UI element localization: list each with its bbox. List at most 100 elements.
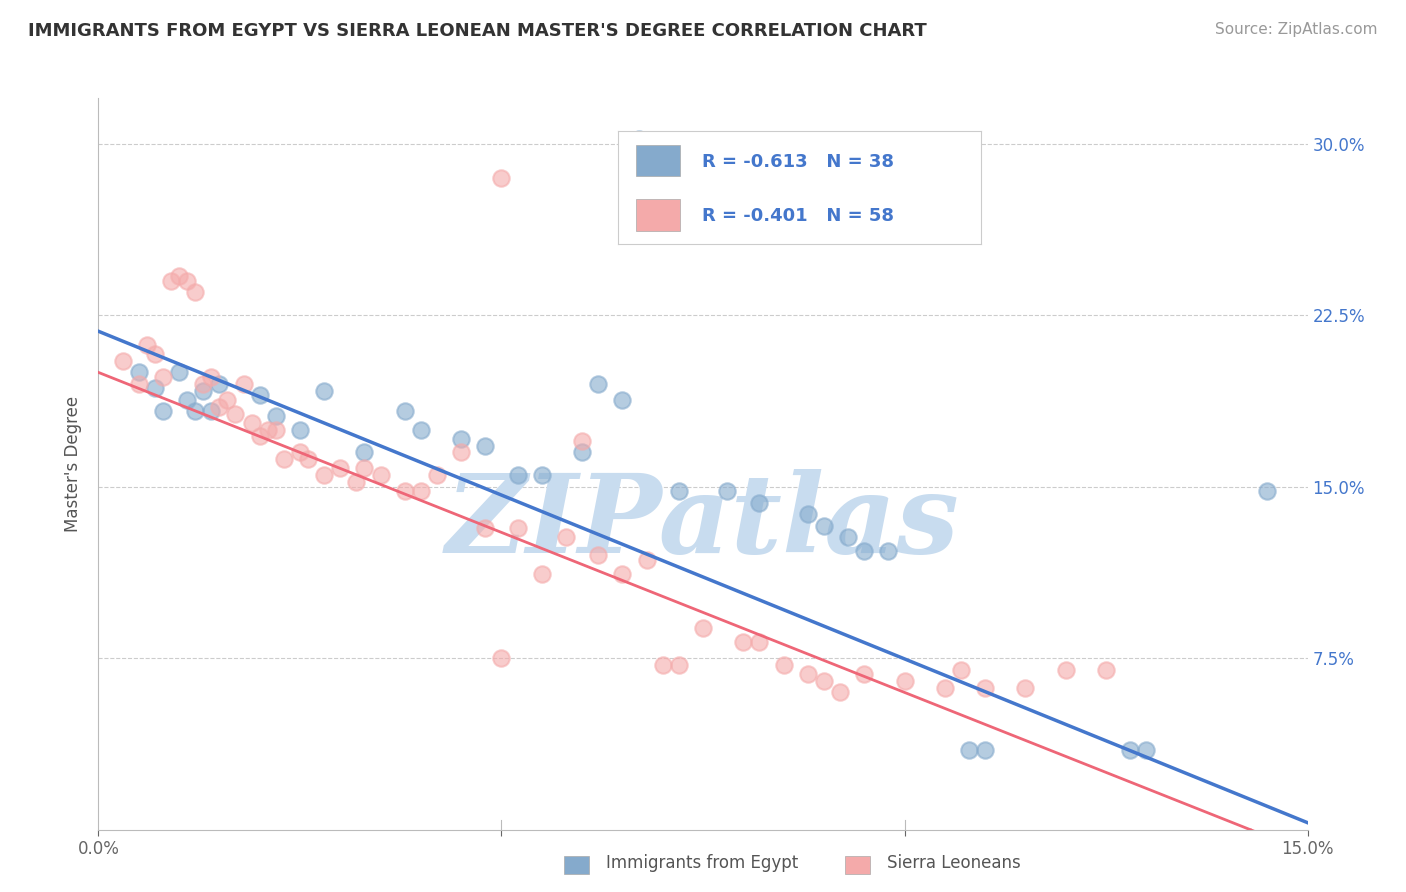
Point xyxy=(256,423,278,437)
Point xyxy=(506,521,529,535)
Point xyxy=(748,496,770,510)
Point xyxy=(193,376,215,391)
Point xyxy=(249,429,271,443)
Point xyxy=(297,452,319,467)
Point xyxy=(893,673,915,688)
Point xyxy=(273,452,295,467)
Point xyxy=(176,274,198,288)
Point xyxy=(128,366,150,380)
Point xyxy=(344,475,367,490)
Text: R = -0.401   N = 58: R = -0.401 N = 58 xyxy=(702,207,894,225)
Point xyxy=(409,484,432,499)
Point xyxy=(353,445,375,459)
Point xyxy=(627,132,650,146)
Point xyxy=(716,484,738,499)
Point xyxy=(586,548,609,563)
Point xyxy=(506,468,529,483)
Point xyxy=(772,658,794,673)
Point xyxy=(813,673,835,688)
Point xyxy=(853,667,876,681)
Point xyxy=(1256,484,1278,499)
Point xyxy=(450,432,472,446)
Point xyxy=(264,409,287,423)
Bar xyxy=(637,199,681,231)
Text: Source: ZipAtlas.com: Source: ZipAtlas.com xyxy=(1215,22,1378,37)
Point xyxy=(974,742,997,756)
Point xyxy=(491,171,513,186)
Point xyxy=(160,274,183,288)
Point xyxy=(394,404,416,418)
Point xyxy=(748,635,770,649)
Text: ZIPatlas: ZIPatlas xyxy=(446,468,960,576)
Point xyxy=(571,445,593,459)
Point xyxy=(128,376,150,391)
Point xyxy=(288,423,311,437)
Point xyxy=(474,439,496,453)
Point xyxy=(152,404,174,418)
Bar xyxy=(845,856,870,874)
Point xyxy=(474,521,496,535)
Point xyxy=(1119,742,1142,756)
Point xyxy=(853,543,876,558)
Point xyxy=(200,404,222,418)
Point xyxy=(692,622,714,636)
Point xyxy=(877,543,900,558)
Point xyxy=(143,347,166,361)
Point xyxy=(329,461,352,475)
Point xyxy=(111,354,134,368)
Point xyxy=(288,445,311,459)
Point xyxy=(217,392,239,407)
Text: Immigrants from Egypt: Immigrants from Egypt xyxy=(606,855,799,872)
Point xyxy=(733,635,755,649)
Point xyxy=(450,445,472,459)
Point xyxy=(813,518,835,533)
Point xyxy=(1054,663,1077,677)
Point xyxy=(555,530,578,544)
Point xyxy=(426,468,449,483)
Point xyxy=(530,566,553,581)
Point xyxy=(143,381,166,395)
Point xyxy=(1095,663,1118,677)
Point xyxy=(828,685,851,699)
Point xyxy=(394,484,416,499)
Point xyxy=(974,681,997,695)
Point xyxy=(152,370,174,384)
Point xyxy=(612,392,634,407)
Point xyxy=(135,338,157,352)
Text: R = -0.613   N = 38: R = -0.613 N = 38 xyxy=(702,153,894,170)
Point xyxy=(586,376,609,391)
Point xyxy=(167,366,190,380)
Point xyxy=(1014,681,1036,695)
Point xyxy=(797,507,820,521)
Point xyxy=(193,384,215,398)
Text: Sierra Leoneans: Sierra Leoneans xyxy=(887,855,1021,872)
Point xyxy=(934,681,956,695)
Point xyxy=(491,651,513,665)
Point xyxy=(314,468,336,483)
Point xyxy=(957,742,980,756)
Point xyxy=(208,376,231,391)
Point xyxy=(636,187,658,202)
Bar xyxy=(637,145,681,177)
Point xyxy=(409,423,432,437)
Point xyxy=(224,407,246,421)
Point xyxy=(1135,742,1157,756)
Point xyxy=(636,553,658,567)
Point xyxy=(264,423,287,437)
Point xyxy=(176,392,198,407)
Point xyxy=(184,404,207,418)
Point xyxy=(651,658,673,673)
Point xyxy=(949,663,972,677)
Bar xyxy=(564,856,589,874)
Point xyxy=(314,384,336,398)
Point xyxy=(797,667,820,681)
Point xyxy=(668,658,690,673)
Point xyxy=(167,269,190,284)
Point xyxy=(232,376,254,391)
Text: IMMIGRANTS FROM EGYPT VS SIERRA LEONEAN MASTER'S DEGREE CORRELATION CHART: IMMIGRANTS FROM EGYPT VS SIERRA LEONEAN … xyxy=(28,22,927,40)
Point xyxy=(571,434,593,448)
Point xyxy=(249,388,271,402)
Point xyxy=(837,530,859,544)
Y-axis label: Master's Degree: Master's Degree xyxy=(65,396,83,532)
Point xyxy=(668,484,690,499)
